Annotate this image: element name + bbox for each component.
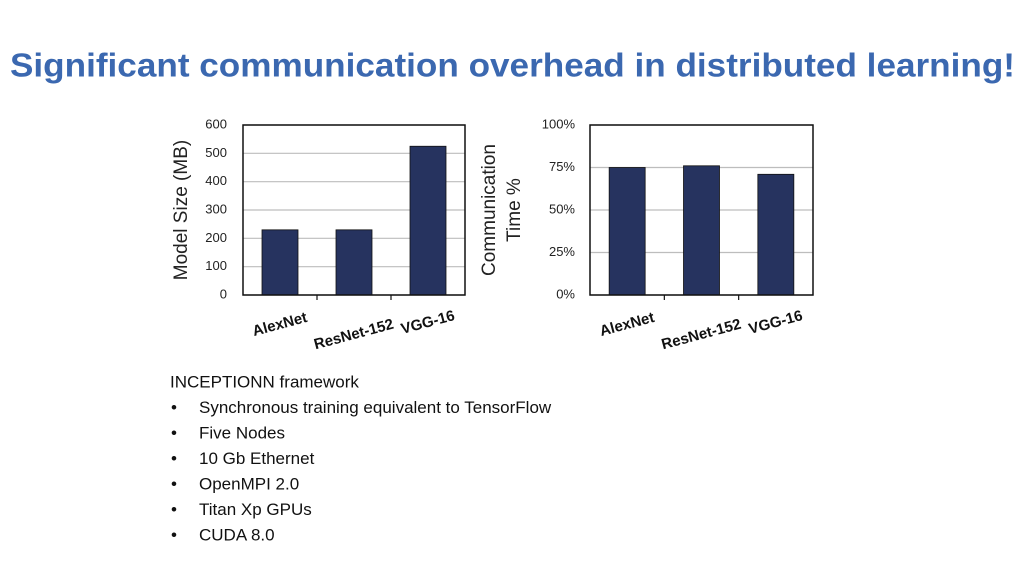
bullet-text: CUDA 8.0 — [199, 525, 275, 544]
slide-title: Significant communication overhead in di… — [10, 47, 1015, 84]
y-tick-label: 600 — [205, 116, 227, 131]
bar — [757, 173, 795, 296]
y-tick-label: 200 — [205, 230, 227, 245]
y-axis-label: Communication — [479, 144, 500, 276]
plot-frame — [242, 124, 466, 296]
bullet-dot: • — [171, 423, 177, 442]
y-tick-label: 300 — [205, 201, 227, 216]
y-tick-label: 50% — [549, 201, 575, 216]
bullet-text: Five Nodes — [199, 423, 285, 442]
y-axis-label: Model Size (MB) — [171, 140, 192, 280]
bar — [261, 229, 299, 296]
y-tick-label: 0% — [556, 286, 575, 301]
bullet-text: 10 Gb Ethernet — [199, 449, 315, 468]
bar — [409, 145, 447, 296]
y-tick-label: 0 — [220, 286, 227, 301]
bullet-dot: • — [171, 449, 177, 468]
y-tick-label: 25% — [549, 244, 575, 259]
y-tick-label: 400 — [205, 173, 227, 188]
y-axis-label: Time % — [504, 178, 525, 242]
y-tick-label: 100 — [205, 258, 227, 273]
bullet-text: OpenMPI 2.0 — [199, 474, 299, 493]
bullet-dot: • — [171, 525, 177, 544]
bullet-dot: • — [171, 474, 177, 493]
bar — [335, 229, 373, 296]
y-tick-label: 100% — [542, 116, 576, 131]
body-heading: INCEPTIONN framework — [170, 372, 359, 391]
bullet-text: Titan Xp GPUs — [199, 500, 312, 519]
y-tick-label: 500 — [205, 145, 227, 160]
bullet-dot: • — [171, 398, 177, 417]
y-tick-label: 75% — [549, 159, 575, 174]
bullet-text: Synchronous training equivalent to Tenso… — [199, 398, 552, 417]
bar — [683, 165, 720, 296]
bar — [608, 167, 646, 296]
plot-frame — [589, 124, 814, 296]
bullet-dot: • — [171, 500, 177, 519]
